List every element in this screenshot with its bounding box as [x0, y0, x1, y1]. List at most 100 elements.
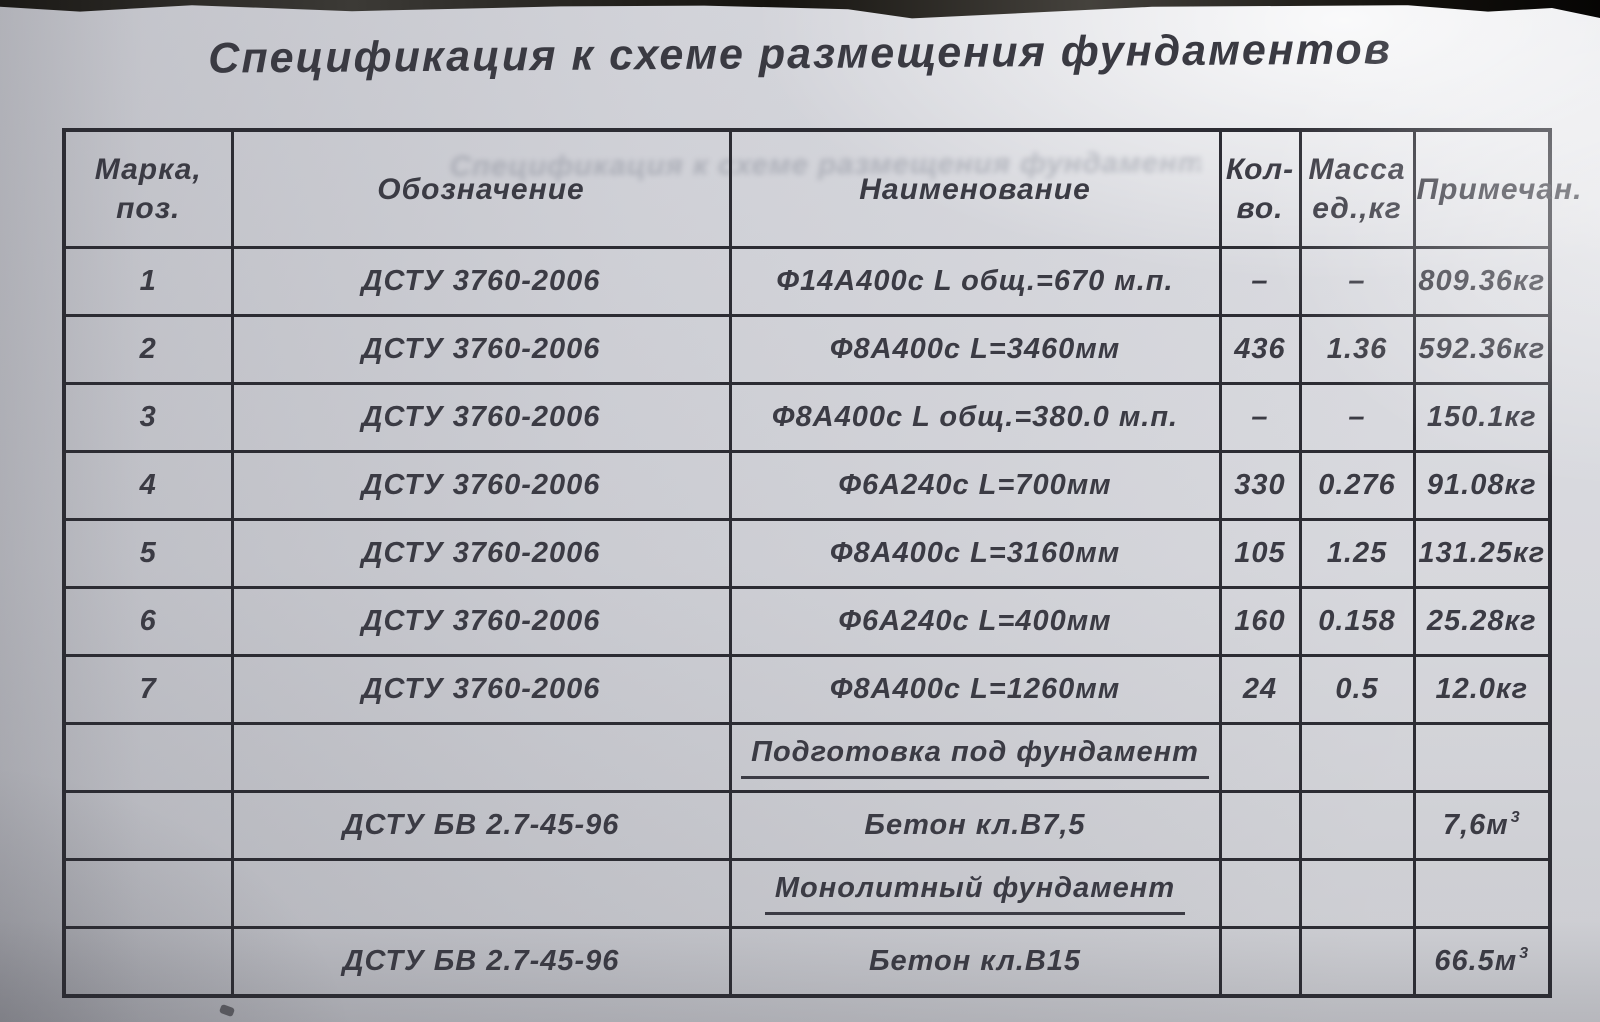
cell-name: Ф14А400с L общ.=670 м.п. — [728, 246, 1222, 317]
note-value: 66.5м — [1434, 945, 1518, 977]
table-row: 1 ДСТУ 3760-2006 Ф14А400с L общ.=670 м.п. –… — [62, 246, 1552, 317]
header-label: ед.,кг — [1312, 192, 1402, 225]
cell-note: 91.08кг — [1412, 450, 1552, 521]
header-label: поз. — [116, 192, 181, 225]
cell-note: 592.36кг — [1412, 314, 1552, 385]
cell-note: 66.5м 3 — [1412, 926, 1552, 998]
cell-designation — [230, 858, 732, 929]
cell-qty: – — [1218, 246, 1302, 317]
cell-mark — [62, 790, 234, 861]
cell-designation: ДСТУ 3760-2006 — [230, 654, 732, 725]
table-row: 7 ДСТУ 3760-2006 Ф8А400с L=1260мм 24 0.5 12.0… — [62, 654, 1552, 725]
cell-note — [1412, 722, 1552, 793]
column-header-note: Примечан. — [1412, 128, 1583, 249]
header-label: Обозначение — [377, 172, 585, 206]
cell-mass — [1298, 722, 1416, 793]
specification-table: Марка, поз. Обозначение Наименование Кол… — [62, 128, 1583, 998]
cell-designation: ДСТУ 3760-2006 — [230, 246, 732, 317]
header-label: Кол- — [1225, 153, 1295, 186]
cell-mark: 3 — [62, 382, 234, 453]
cell-designation: ДСТУ БВ 2.7-45-96 — [230, 790, 732, 861]
cell-qty: 160 — [1218, 586, 1302, 657]
header-label: Масса — [1308, 153, 1406, 186]
photo-artifact-speck — [218, 1003, 236, 1018]
cell-mass: 1.36 — [1298, 314, 1416, 385]
cell-designation — [230, 722, 732, 793]
section-title: Подготовка под фундамент — [741, 736, 1209, 779]
cell-name: Монолитный фундамент — [728, 858, 1222, 929]
cell-note: 131.25кг — [1412, 518, 1552, 589]
column-header-designation: Обозначение — [230, 128, 732, 249]
cell-mark: 1 — [62, 246, 234, 317]
cell-qty — [1218, 722, 1302, 793]
column-header-quantity: Кол- во. — [1218, 128, 1302, 249]
cell-qty: 24 — [1218, 654, 1302, 725]
note-value: 7,6м — [1442, 809, 1509, 841]
note-superscript: 3 — [1519, 945, 1530, 963]
photo-top-edge — [0, 0, 1600, 19]
cell-note: 150.1кг — [1412, 382, 1552, 453]
cell-designation: ДСТУ БВ 2.7-45-96 — [230, 926, 732, 998]
section-row: Подготовка под фундамент — [62, 722, 1552, 793]
table-row: 4 ДСТУ 3760-2006 Ф6А240с L=700мм 330 0.276 91… — [62, 450, 1552, 521]
cell-name: Ф8А400с L=3460мм — [728, 314, 1222, 385]
table-row: ДСТУ БВ 2.7-45-96 Бетон кл.В7,5 7,6м 3 — [62, 790, 1552, 861]
header-row: Марка, поз. Обозначение Наименование Кол… — [62, 128, 1583, 249]
cell-name: Ф6А240с L=400мм — [728, 586, 1222, 657]
cell-note: 25.28кг — [1412, 586, 1552, 657]
cell-mass — [1298, 926, 1416, 998]
cell-name: Ф8А400с L общ.=380.0 м.п. — [728, 382, 1222, 453]
cell-name: Бетон кл.В15 — [728, 926, 1222, 998]
cell-mark — [62, 858, 234, 929]
cell-name: Ф6А240с L=700мм — [728, 450, 1222, 521]
section-title: Монолитный фундамент — [764, 872, 1186, 915]
cell-designation: ДСТУ 3760-2006 — [230, 450, 732, 521]
cell-mass — [1298, 858, 1416, 929]
cell-mark: 6 — [62, 586, 234, 657]
cell-qty — [1218, 926, 1302, 998]
cell-note: 7,6м 3 — [1412, 790, 1552, 861]
cell-designation: ДСТУ 3760-2006 — [230, 518, 732, 589]
header-label: Примечан. — [1416, 172, 1583, 206]
cell-mark: 4 — [62, 450, 234, 521]
table-row: ДСТУ БВ 2.7-45-96 Бетон кл.В15 66.5м 3 — [62, 926, 1552, 998]
cell-mass: 1.25 — [1298, 518, 1416, 589]
column-header-name: Наименование — [728, 128, 1222, 249]
cell-qty: 105 — [1218, 518, 1302, 589]
document-title: Спецификация к схеме размещения фундамен… — [208, 25, 1392, 83]
cell-note — [1412, 858, 1552, 929]
cell-designation: ДСТУ 3760-2006 — [230, 314, 732, 385]
cell-name: Бетон кл.В7,5 — [728, 790, 1222, 861]
column-header-mass: Масса ед.,кг — [1298, 128, 1416, 249]
cell-mark — [62, 722, 234, 793]
cell-name: Подготовка под фундамент — [728, 722, 1222, 793]
cell-qty: – — [1218, 382, 1302, 453]
header-label: во. — [1236, 192, 1284, 225]
table-row: 5 ДСТУ 3760-2006 Ф8А400с L=3160мм 105 1.25 13… — [62, 518, 1552, 589]
cell-mass: 0.158 — [1298, 586, 1416, 657]
cell-mass: 0.5 — [1298, 654, 1416, 725]
cell-mass — [1298, 790, 1416, 861]
cell-mark: 2 — [62, 314, 234, 385]
cell-mass: – — [1298, 246, 1416, 317]
cell-mass: – — [1298, 382, 1416, 453]
cell-designation: ДСТУ 3760-2006 — [230, 382, 732, 453]
cell-name: Ф8А400с L=3160мм — [728, 518, 1222, 589]
cell-mark: 7 — [62, 654, 234, 725]
header-label: Марка, — [94, 153, 202, 186]
cell-qty: 330 — [1218, 450, 1302, 521]
column-header-mark: Марка, поз. — [62, 128, 234, 249]
cell-qty: 436 — [1218, 314, 1302, 385]
table-row: 6 ДСТУ 3760-2006 Ф6А240с L=400мм 160 0.158 25… — [62, 586, 1552, 657]
cell-mark: 5 — [62, 518, 234, 589]
cell-qty — [1218, 790, 1302, 861]
table-row: 2 ДСТУ 3760-2006 Ф8А400с L=3460мм 436 1.36 59… — [62, 314, 1552, 385]
cell-qty — [1218, 858, 1302, 929]
cell-note: 12.0кг — [1412, 654, 1552, 725]
header-label: Наименование — [859, 172, 1091, 206]
cell-designation: ДСТУ 3760-2006 — [230, 586, 732, 657]
cell-note: 809.36кг — [1412, 246, 1552, 317]
note-superscript: 3 — [1510, 809, 1521, 827]
cell-mark — [62, 926, 234, 998]
table-row: 3 ДСТУ 3760-2006 Ф8А400с L общ.=380.0 м.п.… — [62, 382, 1552, 453]
